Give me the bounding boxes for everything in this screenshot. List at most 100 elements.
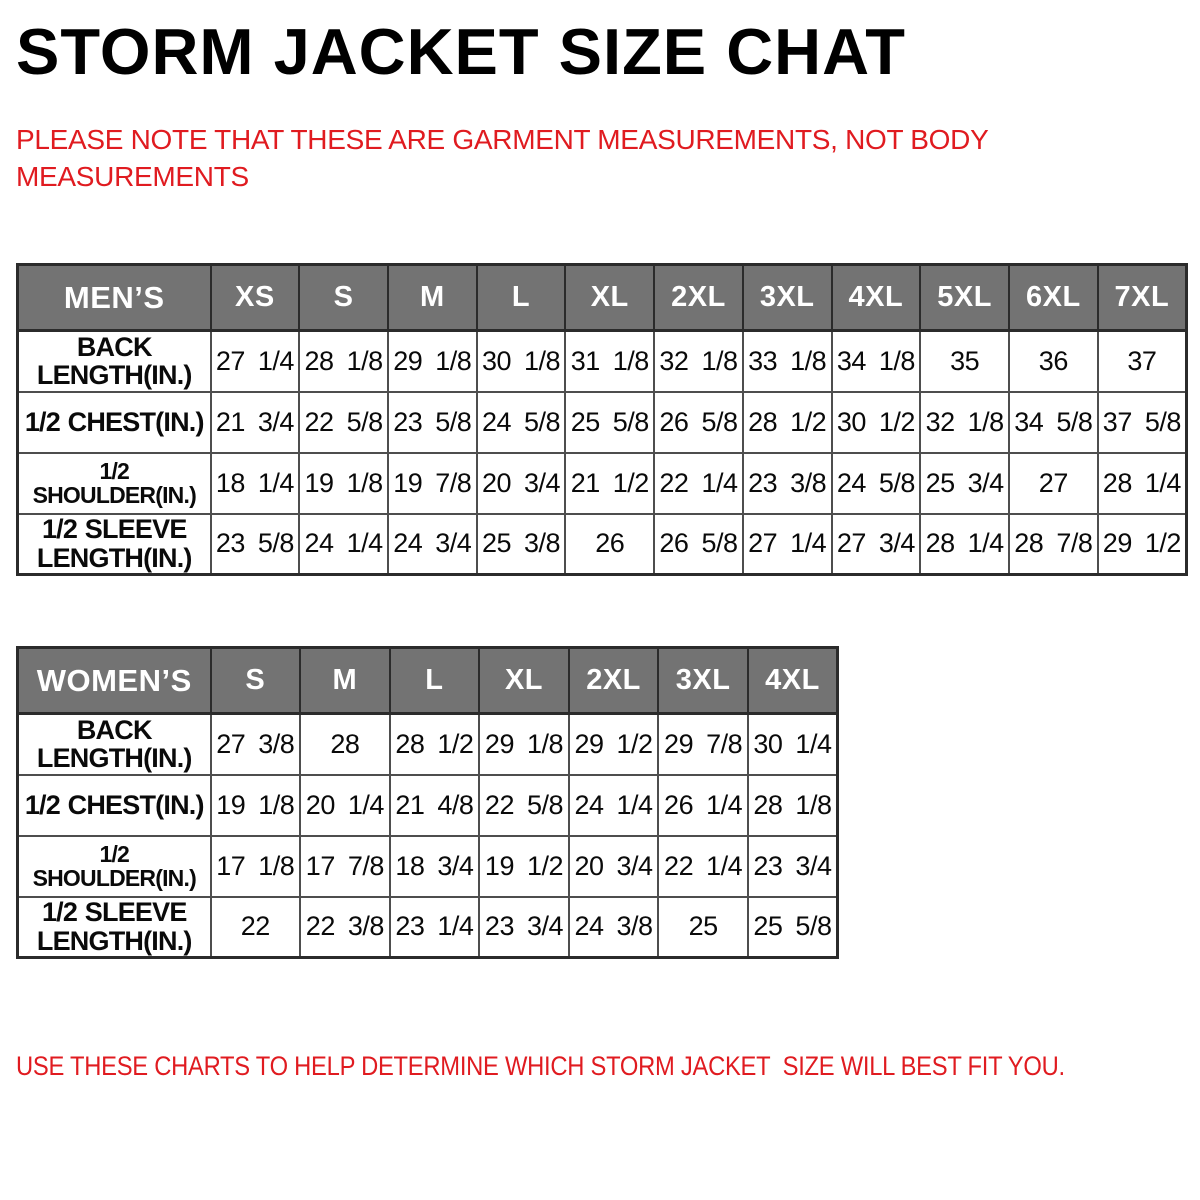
row-label-line: LENGTH(IN.) bbox=[36, 360, 192, 391]
size-value-cell: 17 1/8 bbox=[209, 834, 302, 898]
size-value-cell: 30 1/2 bbox=[830, 390, 922, 454]
row-label-line: LENGTH(IN.) bbox=[36, 542, 192, 573]
size-column-header: XL bbox=[478, 646, 570, 715]
size-value-cell: 30 1/8 bbox=[475, 329, 567, 393]
size-value-cell: 23 3/4 bbox=[746, 834, 839, 898]
size-value-cell: 21 3/4 bbox=[209, 390, 301, 454]
size-value-cell: 28 1/2 bbox=[741, 390, 833, 454]
size-value-cell: 22 bbox=[209, 895, 302, 959]
size-value-cell: 24 1/4 bbox=[567, 773, 660, 837]
size-value-cell: 27 3/8 bbox=[209, 712, 302, 776]
size-value-cell: 21 4/8 bbox=[388, 773, 481, 837]
size-value-cell: 20 1/4 bbox=[299, 773, 391, 837]
size-value-cell: 30 1/4 bbox=[746, 712, 839, 776]
size-value-cell: 25 3/4 bbox=[919, 451, 1010, 515]
measurement-row: 1/2 CHEST(IN.) 19 1/8 20 1/4 21 4/8 22 5/8 24… bbox=[16, 773, 839, 837]
size-value-cell: 23 5/8 bbox=[386, 390, 478, 454]
row-label-cell: 1/2 SLEEVE LENGTH(IN.) bbox=[16, 512, 212, 576]
size-value-cell: 22 3/8 bbox=[299, 895, 391, 959]
size-value-cell: 29 1/2 bbox=[567, 712, 660, 776]
size-column-header: L bbox=[475, 263, 567, 332]
size-value-cell: 20 3/4 bbox=[567, 834, 660, 898]
size-value-cell: 28 7/8 bbox=[1007, 512, 1099, 576]
size-value-cell: 25 5/8 bbox=[564, 390, 656, 454]
row-label-line: LENGTH(IN.) bbox=[36, 743, 192, 774]
size-value-cell: 19 7/8 bbox=[386, 451, 478, 515]
header-row: MEN’S XS S M L XL 2XL 3XL 4XL 5XL 6XL 7XL bbox=[16, 263, 1188, 332]
size-column-header: M bbox=[386, 263, 478, 332]
row-label-line: 1/2 SHOULDER(IN.) bbox=[32, 457, 197, 509]
measurement-row: 1/2 SLEEVE LENGTH(IN.) 22 22 3/8 23 1/4 23 3/… bbox=[16, 895, 839, 959]
size-value-cell: 37 5/8 bbox=[1096, 390, 1188, 454]
size-column-header: L bbox=[388, 646, 481, 715]
size-value-cell: 35 bbox=[919, 329, 1010, 393]
size-value-cell: 28 1/2 bbox=[388, 712, 481, 776]
size-value-cell: 19 1/2 bbox=[478, 834, 570, 898]
table-title-cell: MEN’S bbox=[16, 263, 212, 332]
size-value-cell: 25 bbox=[657, 895, 749, 959]
row-label-line: 1/2 SLEEVE bbox=[41, 514, 187, 545]
size-value-cell: 24 3/8 bbox=[567, 895, 660, 959]
size-value-cell: 19 1/8 bbox=[298, 451, 389, 515]
size-column-header: S bbox=[209, 646, 302, 715]
size-value-cell: 27 3/4 bbox=[830, 512, 922, 576]
measurement-row: BACK LENGTH(IN.) 27 3/8 28 28 1/2 29 1/8 29 1/… bbox=[16, 712, 839, 776]
size-value-cell: 28 1/4 bbox=[919, 512, 1010, 576]
size-value-cell: 34 1/8 bbox=[830, 329, 922, 393]
size-column-header: 4XL bbox=[830, 263, 922, 332]
size-value-cell: 32 1/8 bbox=[653, 329, 744, 393]
size-column-header: M bbox=[299, 646, 391, 715]
size-value-cell: 24 1/4 bbox=[298, 512, 389, 576]
row-label-line: 1/2 SLEEVE bbox=[41, 897, 187, 928]
size-value-cell: 24 5/8 bbox=[475, 390, 567, 454]
size-column-header: 5XL bbox=[919, 263, 1010, 332]
size-value-cell: 18 1/4 bbox=[209, 451, 301, 515]
size-column-header: 4XL bbox=[746, 646, 839, 715]
row-label-line: BACK bbox=[76, 331, 153, 362]
size-value-cell: 29 1/8 bbox=[386, 329, 478, 393]
row-label-cell: BACK LENGTH(IN.) bbox=[16, 712, 212, 776]
size-value-cell: 23 5/8 bbox=[209, 512, 301, 576]
size-value-cell: 24 5/8 bbox=[830, 451, 922, 515]
measurement-row: 1/2 SHOULDER(IN.) 18 1/4 19 1/8 19 7/8 20 3/… bbox=[16, 451, 1188, 515]
size-value-cell: 23 3/8 bbox=[741, 451, 833, 515]
size-column-header: XS bbox=[209, 263, 301, 332]
size-value-cell: 27 1/4 bbox=[209, 329, 301, 393]
size-value-cell: 27 bbox=[1007, 451, 1099, 515]
garment-measurement-note: PLEASE NOTE THAT THESE ARE GARMENT MEASU… bbox=[16, 124, 988, 192]
row-label-line: BACK bbox=[76, 714, 153, 745]
size-value-cell: 29 1/2 bbox=[1096, 512, 1188, 576]
row-label-cell: 1/2 CHEST(IN.) bbox=[16, 773, 212, 837]
size-value-cell: 28 bbox=[299, 712, 391, 776]
fit-guidance-note: USE THESE CHARTS TO HELP DETERMINE WHICH… bbox=[16, 1051, 1065, 1082]
size-value-cell: 31 1/8 bbox=[564, 329, 656, 393]
size-value-cell: 26 1/4 bbox=[657, 773, 749, 837]
size-value-cell: 32 1/8 bbox=[919, 390, 1010, 454]
size-value-cell: 26 5/8 bbox=[653, 390, 744, 454]
size-value-cell: 22 5/8 bbox=[478, 773, 570, 837]
table-title-cell: WOMEN’S bbox=[16, 646, 212, 715]
row-label-cell: 1/2 CHEST(IN.) bbox=[16, 390, 212, 454]
size-value-cell: 22 1/4 bbox=[653, 451, 744, 515]
size-value-cell: 21 1/2 bbox=[564, 451, 656, 515]
row-label-line: 1/2 SHOULDER(IN.) bbox=[32, 840, 197, 892]
size-column-header: 3XL bbox=[657, 646, 749, 715]
size-column-header: 2XL bbox=[567, 646, 660, 715]
row-label-line: 1/2 CHEST(IN.) bbox=[24, 789, 205, 820]
size-value-cell: 17 7/8 bbox=[299, 834, 391, 898]
measurement-row: BACK LENGTH(IN.) 27 1/4 28 1/8 29 1/8 30 1/8 3… bbox=[16, 329, 1188, 393]
size-value-cell: 25 3/8 bbox=[475, 512, 567, 576]
size-column-header: S bbox=[298, 263, 389, 332]
row-label-cell: BACK LENGTH(IN.) bbox=[16, 329, 212, 393]
size-value-cell: 29 1/8 bbox=[478, 712, 570, 776]
size-value-cell: 18 3/4 bbox=[388, 834, 481, 898]
womens-size-table: WOMEN’S S M L XL 2XL 3XL 4XL BACK LENGTH(IN.) 27 3… bbox=[16, 646, 839, 960]
size-value-cell: 37 bbox=[1096, 329, 1188, 393]
mens-size-table: MEN’S XS S M L XL 2XL 3XL 4XL 5XL 6XL 7XL BACK LENGTH… bbox=[16, 263, 1188, 577]
size-value-cell: 26 5/8 bbox=[653, 512, 744, 576]
size-value-cell: 19 1/8 bbox=[209, 773, 302, 837]
size-value-cell: 24 3/4 bbox=[386, 512, 478, 576]
size-value-cell: 28 1/4 bbox=[1096, 451, 1188, 515]
measurement-row: 1/2 SHOULDER(IN.) 17 1/8 17 7/8 18 3/4 19 1/… bbox=[16, 834, 839, 898]
row-label-line: 1/2 CHEST(IN.) bbox=[24, 406, 205, 437]
